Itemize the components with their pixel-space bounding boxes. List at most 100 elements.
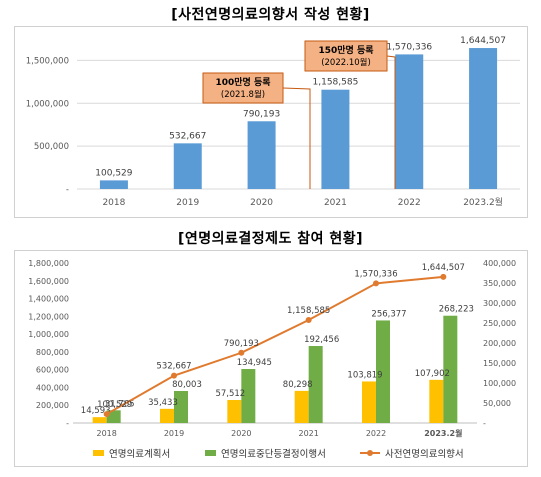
bar (99, 180, 128, 189)
x-tick-label: 2021 (324, 198, 347, 208)
left-y-tick-label: 1,200,000 (28, 312, 69, 321)
left-y-tick-label: 1,000,000 (28, 330, 69, 339)
line-point (103, 411, 110, 418)
right-y-tick-label: 150,000 (483, 359, 516, 368)
bar-value-label: 1,644,507 (460, 36, 506, 46)
x-tick-label: 2023.2월 (424, 428, 462, 438)
x-tick-label: 2018 (102, 198, 125, 208)
bar-value-label: 1,158,585 (313, 78, 359, 88)
right-y-tick-label: - (483, 419, 486, 428)
line-value-label: 790,193 (224, 339, 259, 349)
line-point (373, 280, 379, 287)
callout-box (202, 72, 284, 104)
decision-value-label: 134,945 (237, 358, 272, 368)
line-value-label: 1,644,507 (422, 263, 465, 273)
bar-decision (106, 410, 121, 423)
legend-label: 사전연명의료의향서 (385, 449, 464, 460)
line-advance-directive (106, 275, 444, 415)
bar-decision (376, 320, 390, 423)
callout-box (304, 40, 388, 72)
x-tick-label: 2018 (96, 429, 116, 438)
legend-item-advance: 사전연명의료의향서 (360, 446, 464, 460)
left-y-tick-label: - (66, 419, 69, 428)
x-tick-label: 2021 (298, 429, 318, 438)
bar-plan (429, 379, 444, 423)
bar (395, 54, 424, 189)
plan-value-label: 80,298 (283, 380, 313, 390)
right-y-tick-label: 400,000 (483, 259, 516, 268)
left-y-tick-label: 800,000 (36, 348, 69, 357)
decision-value-label: 31,765 (105, 399, 135, 409)
chart1-frame: - 500,000 1,000,000 1,500,000 100,529 2018 532… (14, 26, 528, 218)
bar (469, 48, 498, 189)
right-y-tick-label: 50,000 (483, 399, 511, 408)
bar (173, 143, 202, 189)
legend-swatch-green (205, 450, 216, 456)
decision-value-label: 268,223 (439, 305, 474, 315)
x-tick-label: 2019 (164, 429, 184, 438)
chart2-frame: - 200,000 400,000 600,000 800,000 1,000,000 1,… (14, 250, 528, 467)
x-tick-label: 2022 (398, 198, 421, 208)
y-tick-label: 500,000 (34, 142, 69, 152)
legend-label: 연명의료계획서 (109, 449, 171, 460)
right-y-tick-label: 200,000 (483, 339, 516, 348)
line-point (238, 349, 245, 356)
y-tick-label: 1,500,000 (26, 56, 69, 66)
left-y-tick-label: 1,800,000 (28, 259, 69, 268)
line-value-label: 1,158,585 (287, 306, 330, 316)
callout-leader-line (282, 87, 311, 189)
plan-value-label: 14,593 (81, 406, 111, 416)
line-value-label: 100,529 (97, 400, 132, 410)
right-y-tick-label: 350,000 (483, 279, 516, 288)
x-tick-label: 2019 (176, 198, 199, 208)
bar (321, 89, 350, 189)
chart2-legend: 연명의료계획서 연명의료중단등결정이행서 사전연명의료의향서 (15, 444, 527, 462)
plan-value-label: 35,433 (148, 398, 178, 408)
x-tick-label: 2023.2월 (463, 196, 503, 208)
x-tick-label: 2020 (250, 198, 273, 208)
bar-plan (227, 399, 242, 423)
y-tick-label: - (66, 185, 69, 195)
bar-decision (443, 315, 458, 423)
bar-decision (174, 390, 188, 423)
decision-value-label: 192,456 (304, 335, 339, 345)
right-y-tick-label: 300,000 (483, 299, 516, 308)
right-y-tick-label: 250,000 (483, 319, 516, 328)
x-tick-label: 2020 (231, 429, 251, 438)
legend-label: 연명의료중단등결정이행서 (221, 449, 326, 460)
bar-value-label: 1,570,336 (386, 42, 432, 52)
right-y-tick-label: 100,000 (483, 379, 516, 388)
callout-leader-line (386, 55, 396, 189)
plan-value-label: 103,819 (347, 370, 382, 380)
bar-plan (160, 408, 174, 423)
bar-value-label: 100,529 (95, 168, 132, 178)
bar-decision (241, 369, 256, 423)
chart1-title: [사전연명의료의향서 작성 현황] (171, 7, 370, 23)
line-point (305, 317, 312, 324)
decision-value-label: 80,003 (172, 380, 202, 390)
line-point (171, 372, 177, 379)
x-tick-label: 2022 (366, 429, 386, 438)
bar (247, 121, 276, 189)
callout-line2: (2021.8월) (221, 89, 265, 100)
line-point (440, 273, 447, 280)
callout-line2: (2022.10월) (321, 57, 371, 68)
left-y-tick-label: 600,000 (36, 366, 69, 375)
callout-line1: 150만명 등록 (318, 44, 373, 56)
bar-plan (92, 417, 107, 423)
y-tick-label: 1,000,000 (26, 99, 69, 109)
bar-decision (308, 346, 323, 423)
bar-plan (362, 381, 376, 423)
bar-value-label: 532,667 (169, 131, 206, 141)
legend-swatch-line (360, 450, 380, 456)
plan-value-label: 107,902 (415, 369, 450, 379)
plan-value-label: 57,512 (215, 389, 245, 399)
legend-item-plan: 연명의료계획서 (93, 446, 170, 460)
line-value-label: 532,667 (156, 362, 191, 372)
left-y-tick-label: 1,600,000 (28, 277, 69, 286)
line-value-label: 1,570,336 (354, 269, 397, 279)
chart2-title: [연명의료결정제도 참여 현황] (177, 231, 364, 247)
left-y-tick-label: 400,000 (36, 383, 69, 392)
left-y-tick-label: 200,000 (36, 401, 69, 410)
bar-plan (294, 390, 309, 423)
